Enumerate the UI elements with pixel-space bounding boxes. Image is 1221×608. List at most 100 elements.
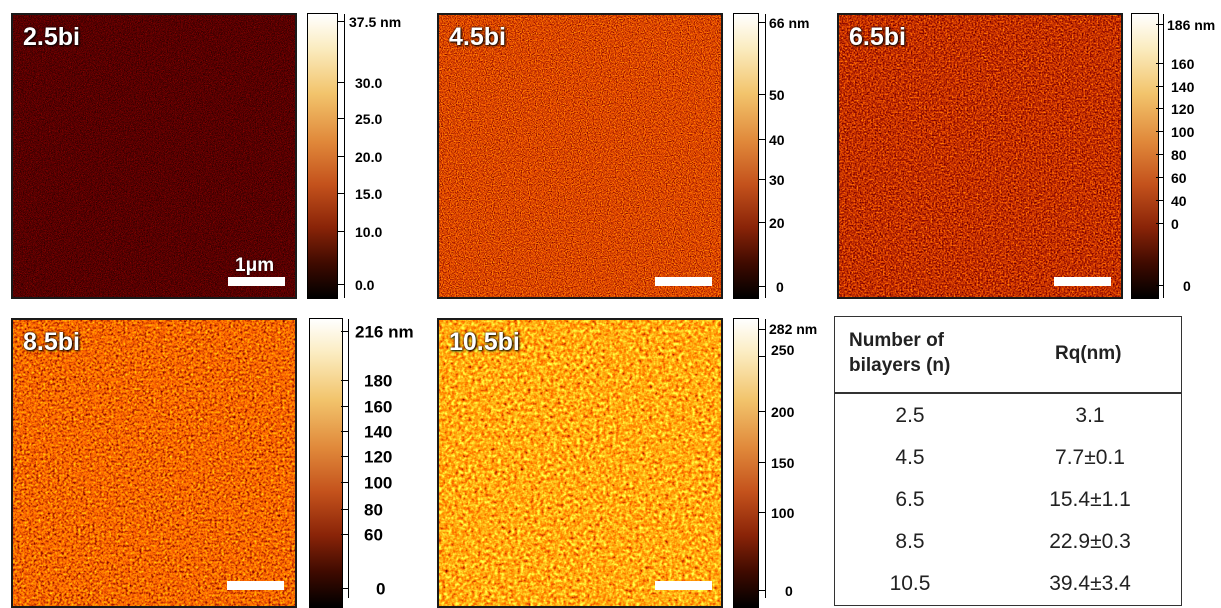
- colorbar-tick-label: 160: [1171, 56, 1195, 72]
- colorbar-tick-label: 40: [769, 132, 785, 148]
- colorbar-tick-label: 180: [364, 371, 393, 391]
- scale-bar: [1054, 277, 1111, 286]
- cell-n: 10.5: [889, 572, 931, 595]
- colorbar-tick-label: 0: [776, 279, 784, 295]
- colorbar-tick-label: 30.0: [355, 75, 383, 91]
- colorbar-tick: [758, 590, 765, 591]
- colorbar-tick-label: 60: [1171, 170, 1187, 186]
- colorbar-tick: [337, 118, 344, 119]
- colorbar-tick: [337, 193, 344, 194]
- colorbar-tick-label: 150: [771, 455, 795, 471]
- colorbar-tick: [341, 380, 348, 381]
- colorbar-tick: [758, 22, 765, 23]
- colorbar-10-5bi: [733, 318, 759, 608]
- panel-label: 6.5bi: [849, 23, 906, 51]
- colorbar-tick-label: 15.0: [355, 186, 383, 202]
- colorbar-tick: [337, 156, 344, 157]
- roughness-table: Number of bilayers (n) Rq(nm) 2.5 3.1 4.…: [834, 316, 1182, 606]
- colorbar-tick: [341, 331, 348, 332]
- colorbar-tick: [341, 406, 348, 407]
- colorbar-tick: [758, 222, 765, 223]
- cell-n: 8.5: [895, 530, 925, 553]
- colorbar-tick: [1156, 285, 1163, 286]
- colorbar-2-5bi: [307, 13, 338, 299]
- colorbar-axis: [348, 319, 349, 598]
- colorbar-tick-label: 50: [769, 87, 785, 103]
- afm-noise: [439, 15, 721, 297]
- colorbar-tick-label: 140: [364, 422, 393, 442]
- colorbar-tick-label: 140: [1171, 79, 1195, 95]
- colorbar-6-5bi: [1131, 13, 1159, 299]
- table-row: 4.5 7.7±0.1: [835, 437, 1181, 479]
- colorbar-tick: [758, 286, 765, 287]
- afm-image-8-5bi: 8.5bi: [11, 318, 297, 608]
- afm-texture: [839, 15, 1121, 297]
- cell-n: 4.5: [895, 446, 925, 469]
- afm-noise: [439, 320, 721, 606]
- colorbar-tick: [758, 512, 765, 513]
- cell-rq: 3.1: [1075, 404, 1105, 427]
- colorbar-tick: [1156, 154, 1163, 155]
- colorbar-axis: [765, 14, 766, 298]
- afm-noise: [13, 320, 295, 606]
- colorbar-4-5bi: [733, 13, 759, 299]
- colorbar-tick-label: 20.0: [355, 149, 383, 165]
- afm-image-4-5bi: 4.5bi: [437, 13, 723, 299]
- afm-noise: [839, 15, 1121, 297]
- colorbar-tick: [758, 411, 765, 412]
- colorbar-tick-label: 10.0: [355, 224, 383, 240]
- colorbar-tick-label: 20: [769, 215, 785, 231]
- colorbar-tick-label: 40: [1171, 193, 1187, 209]
- colorbar-tick-label: 0: [1171, 216, 1179, 232]
- colorbar-tick-label: 100: [1171, 124, 1195, 140]
- colorbar-tick-label: 0.0: [355, 277, 375, 293]
- header-rq: Rq(nm): [1055, 343, 1122, 364]
- colorbar-tick: [337, 21, 344, 22]
- colorbar-tick: [1156, 108, 1163, 109]
- panel-label: 2.5bi: [23, 23, 80, 51]
- colorbar-tick-label: 160: [364, 397, 393, 417]
- colorbar-axis: [1163, 14, 1164, 298]
- colorbar-tick: [758, 139, 765, 140]
- afm-noise: [13, 15, 295, 297]
- colorbar-tick: [341, 509, 348, 510]
- colorbar-max-label: 37.5 nm: [349, 14, 402, 30]
- panel-label: 4.5bi: [449, 23, 506, 51]
- afm-image-2-5bi: 2.5bi 1μm: [11, 13, 297, 299]
- colorbar-tick: [1156, 131, 1163, 132]
- table-row: 6.5 15.4±1.1: [835, 479, 1181, 521]
- cell-rq: 22.9±0.3: [1049, 530, 1131, 553]
- cell-n: 6.5: [895, 488, 925, 511]
- header-bilayers-text: Number of bilayers (n): [849, 330, 951, 376]
- colorbar-8-5bi: [309, 318, 343, 608]
- cell-rq: 15.4±1.1: [1049, 488, 1131, 511]
- colorbar-tick-label: 30: [769, 172, 785, 188]
- colorbar-tick: [1156, 63, 1163, 64]
- colorbar-tick: [1156, 24, 1163, 25]
- colorbar-tick: [1156, 200, 1163, 201]
- table-row: 10.5 39.4±3.4: [835, 563, 1181, 605]
- colorbar-tick-label: 250: [771, 342, 795, 358]
- colorbar-tick: [1156, 86, 1163, 87]
- colorbar-tick: [341, 456, 348, 457]
- colorbar-axis: [344, 14, 345, 298]
- colorbar-max-label: 186 nm: [1167, 17, 1216, 33]
- colorbar-tick-label: 80: [1171, 147, 1187, 163]
- scale-bar: [655, 581, 712, 590]
- afm-texture: [13, 15, 295, 297]
- panel-label: 8.5bi: [23, 328, 80, 356]
- afm-texture: [439, 15, 721, 297]
- colorbar-max-label: 216 nm: [355, 322, 414, 342]
- table-header: Number of bilayers (n) Rq(nm): [835, 317, 1181, 394]
- colorbar-tick-label: 25.0: [355, 111, 383, 127]
- table-row: 2.5 3.1: [835, 395, 1181, 437]
- cell-n: 2.5: [895, 404, 925, 427]
- colorbar-tick: [758, 356, 765, 357]
- header-bilayers: Number of bilayers (n): [849, 328, 999, 378]
- colorbar-tick-label: 60: [364, 525, 383, 545]
- colorbar-tick-label: 100: [364, 473, 393, 493]
- scale-bar: [227, 581, 284, 590]
- colorbar-tick-label: 80: [364, 500, 383, 520]
- afm-image-6-5bi: 6.5bi: [837, 13, 1123, 299]
- cell-rq: 7.7±0.1: [1055, 446, 1125, 469]
